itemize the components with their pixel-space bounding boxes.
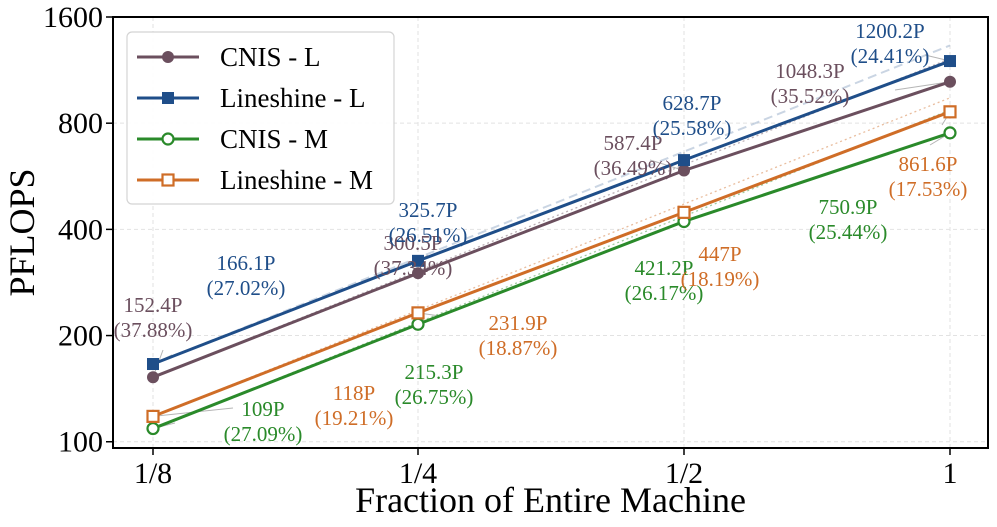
data-point xyxy=(943,105,957,119)
x-tick-label: 1 xyxy=(943,457,958,490)
legend-marker xyxy=(162,92,174,104)
x-tick-label: 1/2 xyxy=(665,457,703,490)
data-label: 447P (18.19%) xyxy=(681,242,760,291)
legend-marker xyxy=(162,51,174,63)
data-label: 1048.3P (35.52%) xyxy=(771,59,850,108)
legend-label: Lineshine - L xyxy=(220,83,365,113)
data-point xyxy=(412,254,424,267)
series-line xyxy=(152,59,951,366)
series-line xyxy=(152,131,951,430)
data-label: 118P (19.21%) xyxy=(315,381,394,430)
data-point xyxy=(944,75,956,88)
data-point xyxy=(678,154,690,167)
y-ticks: 100 200 400 800 1600 xyxy=(43,1,113,459)
data-point xyxy=(411,306,425,320)
x-tick-label: 1/8 xyxy=(134,457,172,490)
data-label: 215.3P (26.75%) xyxy=(395,360,474,409)
data-label: 861.6P (17.53%) xyxy=(889,152,968,201)
series-line xyxy=(152,110,951,418)
data-point xyxy=(943,126,957,140)
data-label: 231.9P (18.87%) xyxy=(479,311,558,360)
x-tick-label: 1/4 xyxy=(399,457,437,490)
legend-box xyxy=(126,31,395,205)
y-axis-title: PFLOPS xyxy=(2,168,42,296)
data-point xyxy=(412,267,424,280)
data-label: 152.4P (37.88%) xyxy=(114,293,193,342)
x-ticks: 1/8 1/4 1/2 1 xyxy=(134,448,958,490)
legend: CNIS - L Lineshine - L CNIS - M Lineshine -… xyxy=(126,31,395,205)
data-point xyxy=(678,164,690,177)
data-point xyxy=(146,409,160,423)
data-point xyxy=(146,421,160,436)
data-point xyxy=(147,358,159,371)
data-point xyxy=(944,55,956,68)
data-label: 300.5P (37.34%) xyxy=(374,231,453,280)
legend-marker xyxy=(161,132,175,146)
y-tick-label: 200 xyxy=(58,320,103,353)
data-label: 750.9P (25.44%) xyxy=(809,195,888,244)
legend-label: CNIS - L xyxy=(220,42,321,72)
legend-label: Lineshine - M xyxy=(220,165,373,195)
data-label: 628.7P (25.58%) xyxy=(653,91,732,140)
legend-marker xyxy=(161,173,175,187)
data-label: 109P (27.09%) xyxy=(224,397,303,446)
x-axis-title: Fraction of Entire Machine xyxy=(355,480,746,520)
data-point xyxy=(411,317,425,331)
series-line xyxy=(152,80,951,379)
data-label: 166.1P (27.02%) xyxy=(207,251,286,300)
data-label: 1200.2P (24.41%) xyxy=(851,19,930,68)
legend-label: CNIS - M xyxy=(220,124,328,154)
series-markers xyxy=(146,55,957,436)
y-tick-label: 100 xyxy=(58,426,103,459)
annotation-leader xyxy=(894,81,951,91)
data-point xyxy=(677,205,691,219)
data-point xyxy=(147,371,159,384)
y-tick-label: 1600 xyxy=(43,1,103,34)
data-label: 325.7P (26.51%) xyxy=(389,198,468,247)
ideal-line xyxy=(152,97,951,417)
data-labels: 152.4P (37.88%) 300.5P (37.34%) 587.4P (36.49… xyxy=(114,19,968,446)
y-tick-label: 800 xyxy=(58,107,103,140)
plot-frame xyxy=(112,16,989,449)
data-label: 421.2P (26.17%) xyxy=(625,256,704,305)
y-tick-label: 400 xyxy=(58,213,103,246)
series-lines xyxy=(152,59,951,430)
data-label: 587.4P (36.49%) xyxy=(594,131,673,180)
